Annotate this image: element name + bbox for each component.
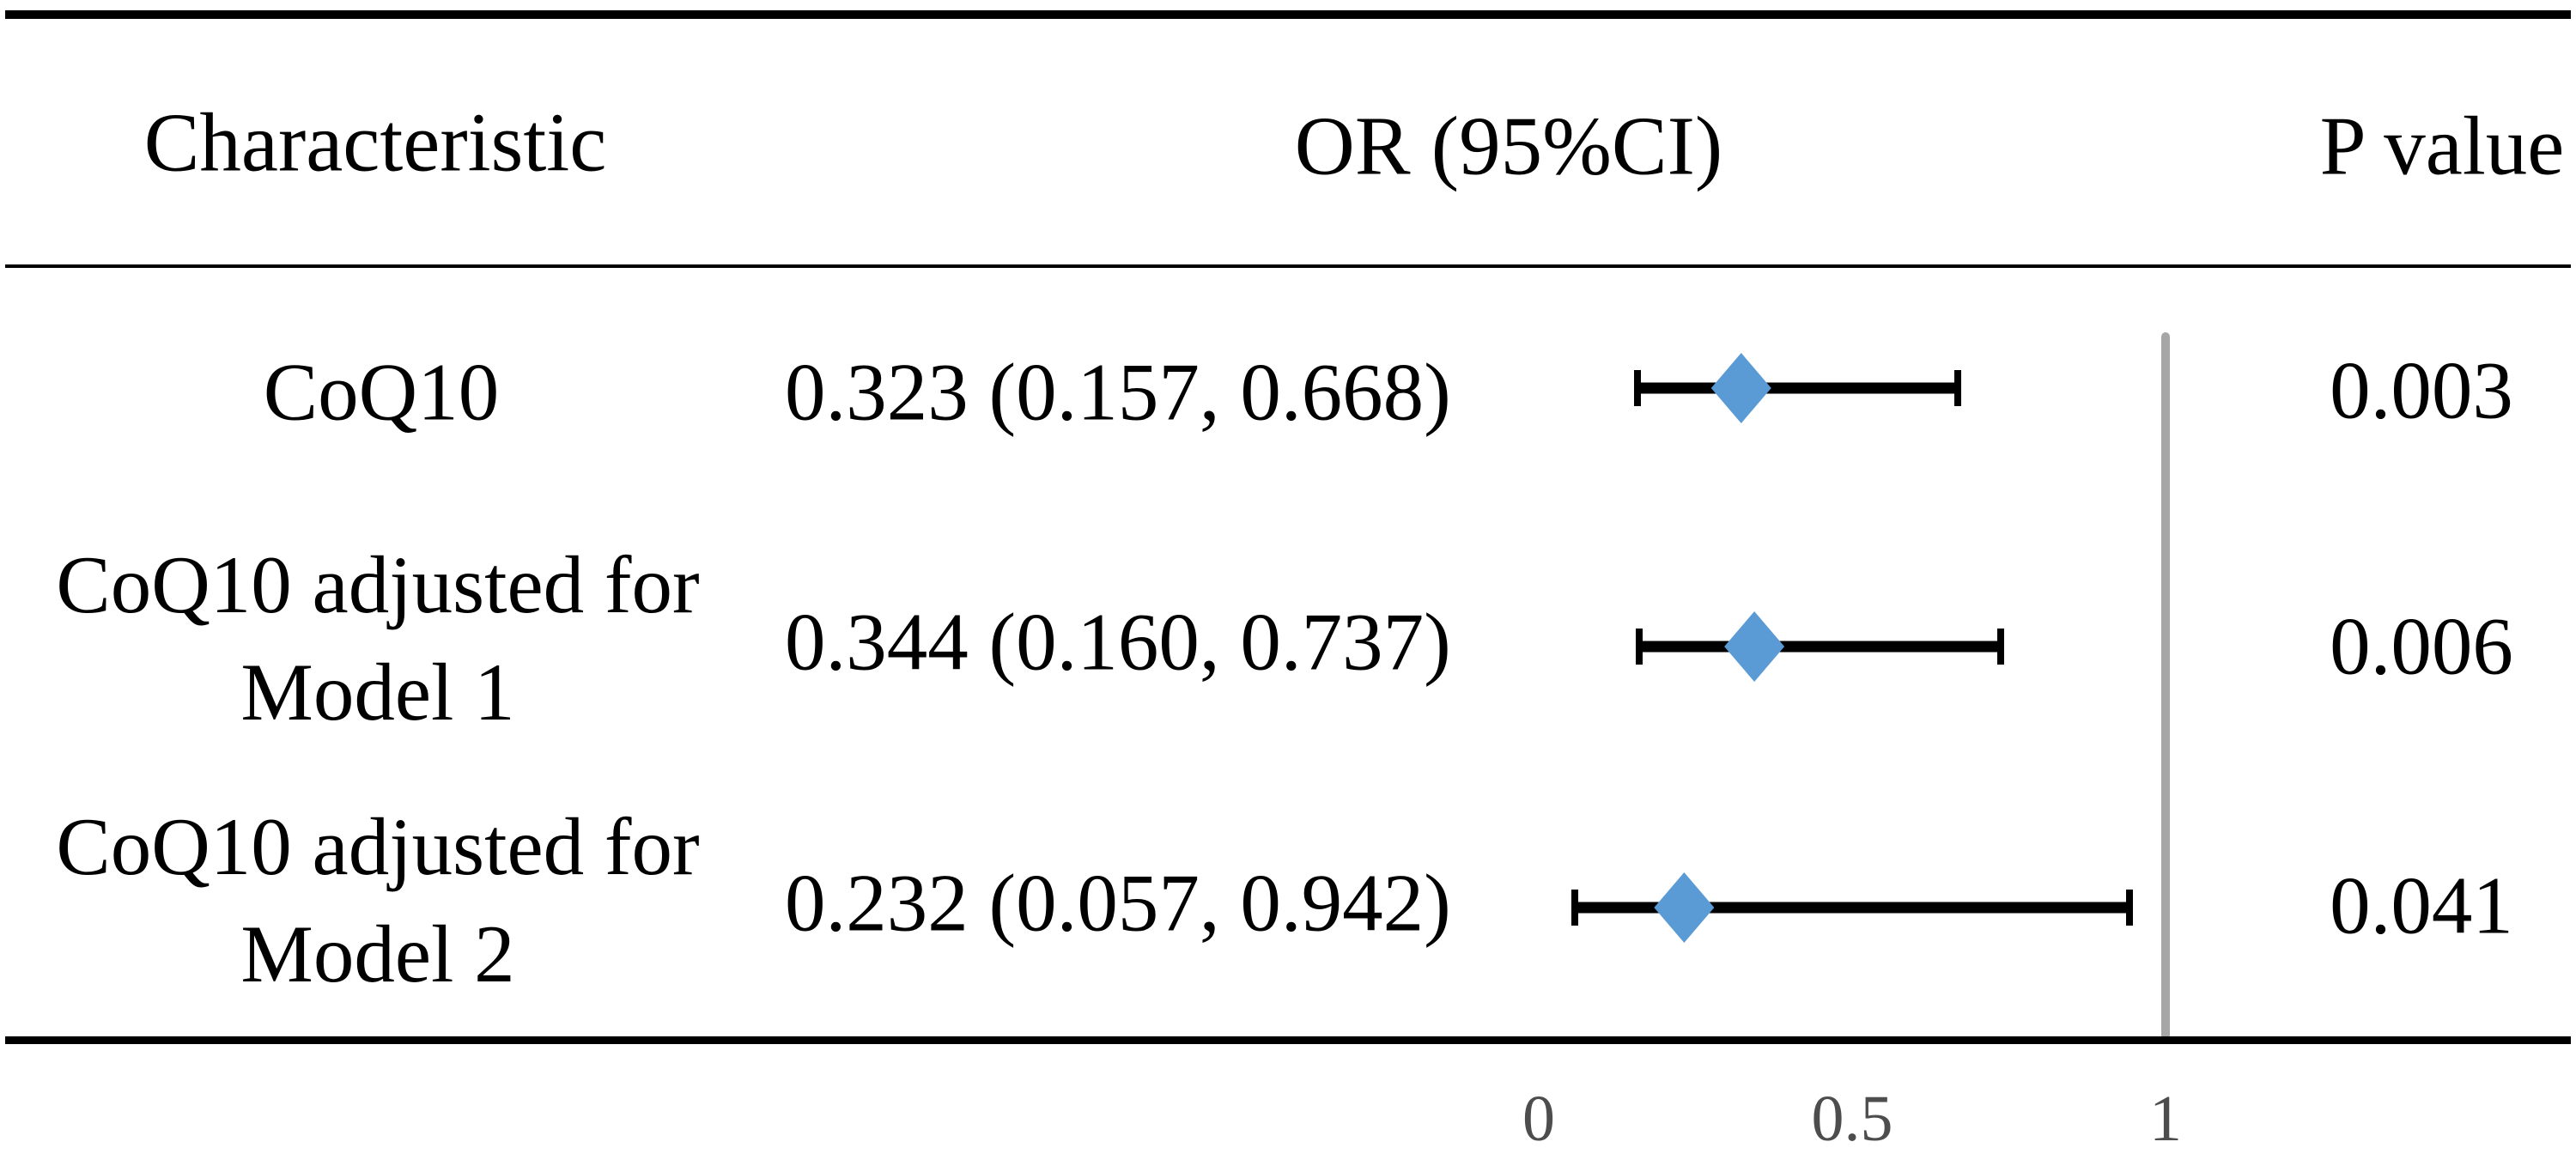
or-diamond-marker [1654, 872, 1715, 943]
row-label-line: Model 2 [240, 908, 515, 999]
ci-cap-left [1633, 370, 1641, 406]
ci-cap-right [2125, 890, 2133, 926]
row-label-line: CoQ10 adjusted for [56, 539, 700, 630]
ci-cap-left [1571, 890, 1578, 926]
row-label: CoQ10 adjusted for Model 1 [56, 531, 699, 746]
row-label: CoQ10 adjusted for Model 2 [56, 793, 699, 1008]
or-diamond-marker [1710, 353, 1771, 423]
column-header-or-ci: OR (95%CI) [1294, 100, 1723, 192]
ci-cap-right [1953, 370, 1961, 406]
row-label-line: Model 1 [240, 647, 515, 738]
reference-line [2161, 332, 2170, 1036]
p-value: 0.006 [2330, 600, 2513, 692]
or-ci-value: 0.344 (0.160, 0.737) [785, 596, 1451, 688]
p-value: 0.003 [2330, 344, 2513, 436]
x-axis-tick-label: 0.5 [1811, 1083, 1893, 1154]
header-divider-rule [5, 264, 2571, 268]
bottom-rule [5, 1036, 2571, 1044]
x-axis-tick-label: 1 [2149, 1083, 2182, 1154]
column-header-characteristic: Characteristic [143, 96, 607, 189]
row-label-line: CoQ10 [263, 346, 500, 438]
row-label: CoQ10 [264, 339, 499, 446]
or-ci-value: 0.323 (0.157, 0.668) [785, 346, 1451, 438]
or-ci-value: 0.232 (0.057, 0.942) [785, 857, 1451, 949]
top-rule [5, 10, 2571, 19]
column-header-p-value: P value [2319, 100, 2565, 192]
x-axis-tick-label: 0 [1522, 1083, 1555, 1154]
ci-cap-left [1635, 629, 1643, 665]
ci-bar [1637, 382, 1958, 394]
or-diamond-marker [1724, 611, 1785, 682]
p-value: 0.041 [2330, 859, 2513, 951]
row-label-line: CoQ10 adjusted for [56, 801, 700, 892]
ci-bar [1638, 641, 2001, 653]
ci-cap-right [1997, 629, 2004, 665]
ci-bar [1574, 902, 2129, 914]
